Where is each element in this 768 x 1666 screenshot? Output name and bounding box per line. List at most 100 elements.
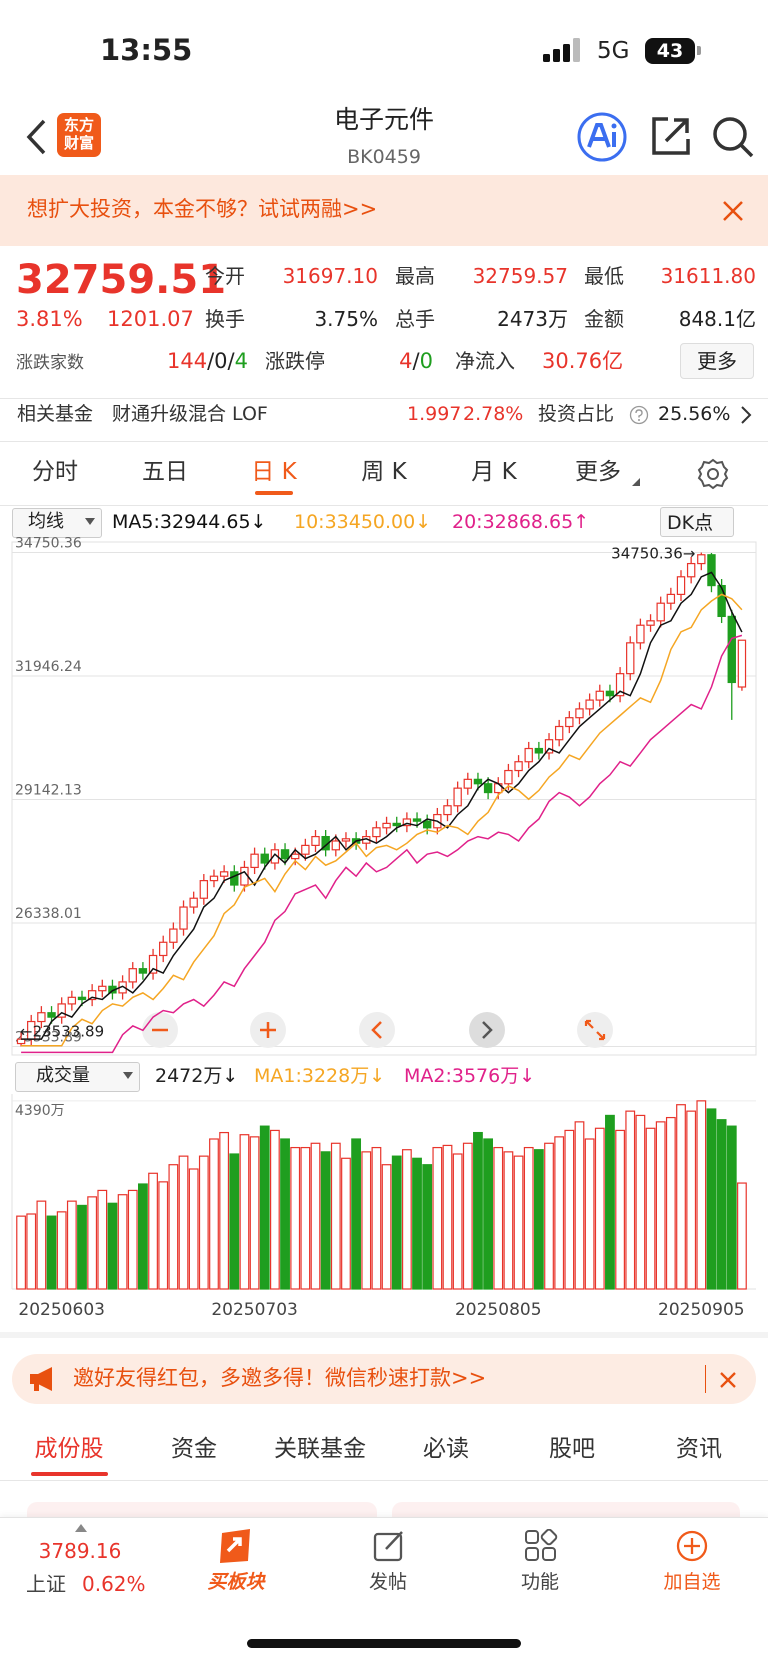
volume-bar [66, 1200, 77, 1290]
candle-body [727, 615, 736, 684]
dropdown-arrow [123, 1072, 133, 1079]
period-tab[interactable]: 分时 [32, 459, 78, 485]
nav-item[interactable]: 发帖 [368, 1571, 408, 1593]
y-tick-label: 26338.01 [15, 906, 82, 922]
candle-body [514, 761, 523, 772]
candle-body [311, 835, 320, 846]
share-button[interactable] [650, 115, 692, 157]
function-icon[interactable] [524, 1529, 558, 1563]
promo-text[interactable]: 邀好友得红包，多邀多得！微信秒速打款>> [73, 1366, 487, 1390]
period-tab[interactable]: 周 K [361, 459, 407, 485]
limit-up: 4 [399, 349, 413, 373]
close-banner[interactable] [722, 200, 744, 222]
candle-body [615, 673, 625, 697]
field-value: 3.75% [314, 307, 378, 331]
volume-bar [422, 1164, 433, 1290]
vol-selector-text[interactable]: 成交量 [36, 1065, 90, 1086]
section-tab[interactable]: 资讯 [676, 1436, 722, 1462]
dropdown-arrow [85, 518, 95, 525]
scroll-right[interactable] [469, 1012, 505, 1048]
section-gap [0, 1332, 768, 1338]
index-value[interactable]: 3789.16 [38, 1539, 122, 1563]
field-label: 金额 [584, 307, 624, 331]
x-tick-label: 20250603 [18, 1300, 105, 1320]
vol-selector[interactable] [15, 1062, 140, 1092]
index-pct[interactable]: 0.62% [82, 1572, 146, 1596]
back-button[interactable] [24, 118, 48, 156]
volume-bar [330, 1142, 341, 1290]
breadth-down: 4 [234, 349, 248, 373]
candle-body [524, 747, 533, 763]
section-tab[interactable]: 必读 [423, 1436, 469, 1462]
post-icon[interactable] [372, 1529, 406, 1563]
limit: 4/0 [399, 351, 433, 372]
high-annotation: 34750.36→ [611, 545, 695, 563]
volume-bar [432, 1146, 443, 1290]
volume-bar [452, 1153, 463, 1290]
add-watch-icon[interactable] [675, 1529, 709, 1563]
period-tab-active[interactable]: 日 K [251, 459, 297, 485]
scroll-left[interactable] [359, 1012, 395, 1048]
index-name[interactable]: 上证 [26, 1572, 66, 1596]
change: 1201.07 [107, 307, 194, 331]
x-tick-label: 20250703 [211, 1300, 298, 1320]
volume-bar [168, 1164, 179, 1290]
candle-body [148, 954, 158, 974]
fund-name[interactable]: 财通升级混合 LOF [112, 403, 268, 425]
volume-bar [716, 1119, 727, 1290]
more-button[interactable]: 更多 [680, 343, 754, 379]
section-tab[interactable]: 关联基金 [274, 1436, 366, 1462]
page-title: 电子元件 [333, 105, 435, 134]
volume-bar [219, 1131, 230, 1290]
candle-body [626, 642, 635, 675]
volume-bar [280, 1138, 290, 1290]
section-tab[interactable]: 资金 [171, 1436, 217, 1462]
breadth-flat: /0/ [207, 349, 235, 373]
ma-selector[interactable] [12, 508, 102, 538]
ma-selector-text[interactable]: 均线 [28, 511, 64, 532]
candle-body [128, 968, 137, 983]
volume-bar [56, 1211, 67, 1290]
ratio: 25.56% [658, 403, 731, 425]
limit-sep: / [412, 349, 420, 373]
dk-button[interactable]: DK点 [660, 507, 734, 537]
volume-bar [533, 1149, 544, 1290]
close-promo[interactable] [719, 1371, 737, 1389]
banner[interactable] [0, 175, 768, 246]
volume-bar [188, 1168, 199, 1290]
flow-label: 净流入 [455, 349, 515, 373]
candle-body [473, 778, 483, 785]
candle-body [250, 853, 259, 869]
volume-bar [290, 1146, 301, 1290]
period-tab[interactable]: 五日 [142, 459, 188, 485]
volume-bar [117, 1194, 128, 1290]
help-icon[interactable] [629, 405, 649, 425]
fullscreen[interactable] [577, 1012, 613, 1048]
ai-button[interactable] [575, 110, 629, 164]
candle-body [717, 584, 726, 618]
logo-line: 东方 [63, 116, 94, 134]
candle-body [301, 844, 310, 855]
ma-line [21, 571, 743, 1040]
period-tab[interactable]: 月 K [471, 459, 517, 485]
x-tick-label: 20250905 [658, 1300, 745, 1320]
nav-item[interactable]: 功能 [520, 1571, 560, 1593]
search-button[interactable] [711, 115, 755, 159]
banner-text[interactable]: 想扩大投资，本金不够？试试两融>> [27, 197, 378, 221]
fund-price: 1.997 [407, 403, 462, 425]
y-tick-label: 31946.24 [15, 659, 82, 675]
settings-button[interactable] [697, 458, 729, 490]
nav-item[interactable]: 加自选 [663, 1571, 721, 1593]
volume-bar [513, 1155, 524, 1290]
divider [0, 441, 768, 442]
buy-sector-icon[interactable] [216, 1527, 256, 1565]
tab-underline [255, 491, 293, 495]
section-tab-active[interactable]: 成份股 [34, 1436, 104, 1462]
volume-bar [401, 1149, 412, 1290]
section-tab[interactable]: 股吧 [549, 1436, 595, 1462]
volume-bar [127, 1189, 138, 1290]
promo-banner[interactable] [12, 1354, 756, 1404]
nav-item[interactable]: 买板块 [207, 1571, 265, 1593]
chevron[interactable] [740, 405, 752, 425]
period-tab[interactable]: 更多 [575, 459, 621, 485]
